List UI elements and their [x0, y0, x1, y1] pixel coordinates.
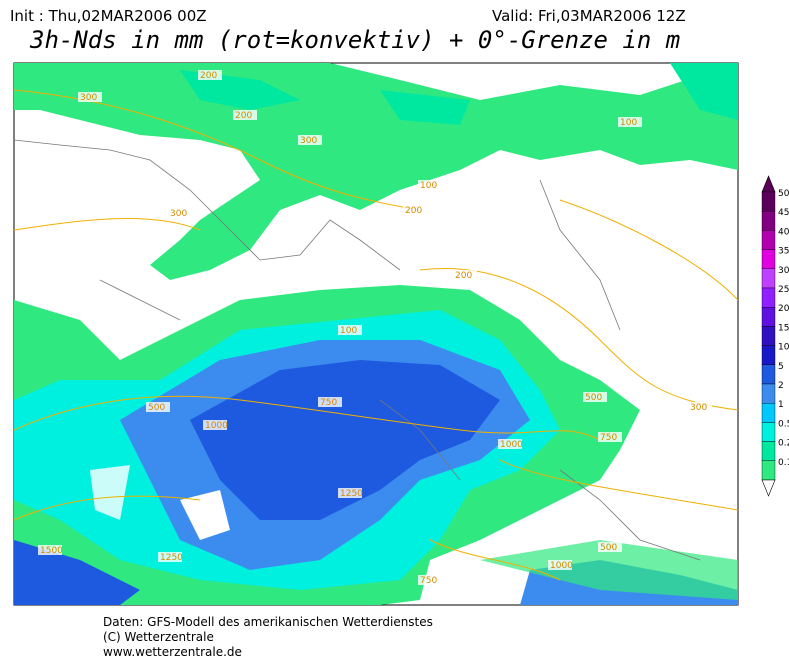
contour-label-bg [338, 325, 362, 335]
colorbar-label: 0.2 [778, 439, 789, 449]
colorbar-label: 40 [778, 227, 789, 237]
contour-label: 750 [320, 398, 337, 408]
colorbar-segment [761, 307, 776, 327]
contour-label-bg [168, 208, 192, 218]
contour-label-bg [78, 92, 102, 102]
colorbar-segment [761, 422, 776, 442]
colorbar-label: 0.1 [778, 458, 789, 468]
contour-label-bg [318, 397, 342, 407]
contour-label-bg [453, 270, 477, 280]
contour-label: 300 [690, 403, 707, 413]
footer-line: www.wetterzentrale.de [103, 645, 242, 658]
contour-label: 750 [600, 433, 617, 443]
contour-label-bg [418, 180, 442, 190]
colorbar-segment [761, 210, 776, 231]
colorbar-segment [761, 403, 776, 423]
map [13, 62, 739, 606]
footer-line: Daten: GFS-Modell des amerikanischen Wet… [103, 615, 433, 629]
colorbar-segment [761, 345, 776, 366]
colorbar-segment [761, 191, 776, 212]
contour-label: 100 [620, 118, 637, 128]
colorbar-label: 35 [778, 247, 789, 257]
colorbar-label: 0.5 [778, 419, 789, 429]
colorbar-label: 2 [778, 381, 784, 391]
colorbar-tip [761, 175, 776, 193]
contour-label-bg [618, 117, 642, 127]
contour-label: 500 [600, 543, 617, 553]
colorbar-label: 30 [778, 266, 789, 276]
colorbar-label: 20 [778, 304, 789, 314]
contour-label-bg [146, 402, 170, 412]
contour-label-bg [598, 542, 622, 552]
contour-label: 100 [340, 326, 357, 336]
contour-label-bg [158, 552, 182, 562]
init-time: Init : Thu,02MAR2006 00Z [10, 7, 207, 25]
colorbar-segment [761, 460, 776, 481]
colorbar-label: 50 [778, 189, 789, 199]
colorbar-label: 5 [778, 362, 784, 372]
colorbar-label: 1 [778, 400, 784, 410]
contour-label: 1500 [40, 546, 63, 556]
colorbar-segment [761, 287, 776, 308]
contour-label-bg [418, 575, 442, 585]
contour-label: 200 [200, 71, 217, 81]
colorbar-segment [761, 383, 776, 404]
colorbar-segment [761, 230, 776, 250]
contour-label-bg [583, 392, 607, 402]
contour-label-bg [688, 402, 712, 412]
contour-label-bg [498, 439, 522, 449]
contour-label: 500 [148, 403, 165, 413]
contour-label: 200 [405, 206, 422, 216]
contour-label-bg [598, 432, 622, 442]
contour-label: 1000 [500, 440, 523, 450]
contour-label-bg [233, 110, 257, 120]
contour-label: 200 [235, 111, 252, 121]
contour-label-bg [548, 560, 572, 570]
contour-label-bg [338, 488, 362, 498]
contour-label-bg [403, 205, 427, 215]
colorbar-label: 10 [778, 343, 789, 353]
colorbar-segment [761, 441, 776, 462]
contour-label-bg [38, 545, 62, 555]
colorbar: 50 45 40 35 30 25 20 15 10 5 2 1 0.5 0.2 0.1 [761, 175, 789, 497]
valid-time: Valid: Fri,03MAR2006 12Z [492, 7, 686, 25]
contour-label: 300 [300, 136, 317, 146]
contour-label: 1250 [340, 489, 363, 499]
title: 3h-Nds in mm (rot=konvektiv) + 0°-Grenze… [29, 26, 680, 54]
contour-label-bg [198, 70, 222, 80]
colorbar-segment [761, 326, 776, 346]
colorbar-segment [761, 249, 776, 270]
colorbar-label: 15 [778, 323, 789, 333]
contour-labels: 300 200 300 100 200 300 200 100 200 100 500 750 1000… [38, 70, 712, 586]
contour-label: 100 [420, 181, 437, 191]
contour-label-bg [203, 420, 227, 430]
colorbar-tip [761, 479, 776, 497]
colorbar-label: 45 [778, 208, 789, 218]
colorbar-segment [761, 268, 776, 289]
colorbar-label: 25 [778, 285, 789, 295]
contour-label: 300 [170, 209, 187, 219]
contour-label: 500 [585, 393, 602, 403]
contour-label: 750 [420, 576, 437, 586]
contour-label: 1000 [550, 561, 573, 571]
contour-label: 300 [80, 93, 97, 103]
contour-label: 200 [455, 271, 472, 281]
contour-label: 1000 [205, 421, 228, 431]
contour-label-bg [298, 135, 322, 145]
colorbar-segment [761, 364, 776, 385]
footer-line: (C) Wetterzentrale [103, 630, 214, 644]
contour-label: 1250 [160, 553, 183, 563]
